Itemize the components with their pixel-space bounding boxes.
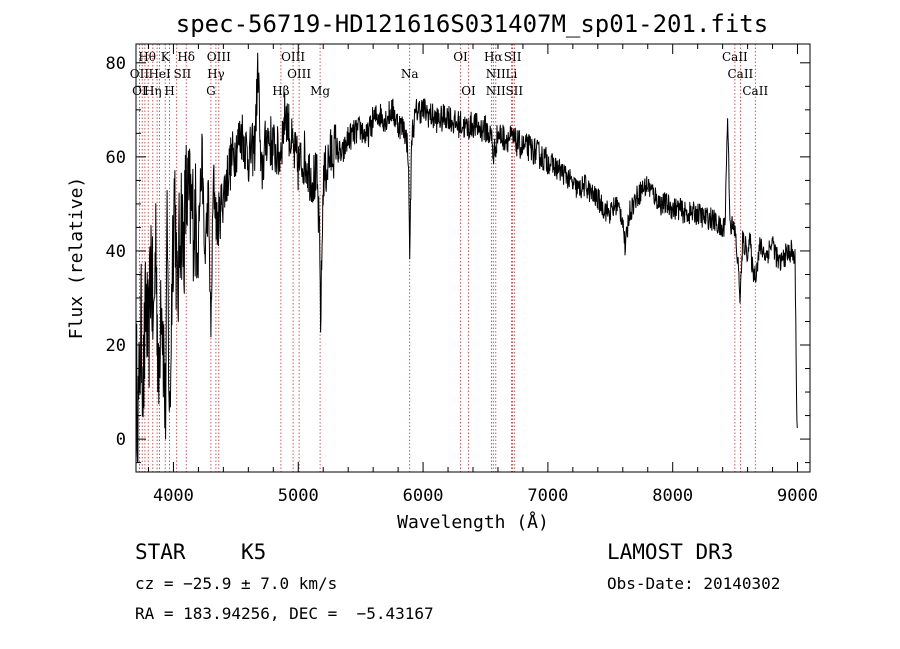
line-label: SII: [174, 67, 192, 81]
line-label: H: [164, 84, 174, 98]
y-tick-label: 40: [106, 242, 126, 262]
line-label: OII: [130, 67, 150, 81]
line-label: NII: [486, 84, 506, 98]
line-label: OIII: [207, 50, 231, 64]
observation-date: Obs-Date: 20140302: [607, 574, 781, 593]
line-label: CaII: [742, 84, 768, 98]
line-label: Hδ: [177, 50, 195, 64]
chart-title: spec-56719-HD121616S031407M_sp01-201.fit…: [176, 10, 768, 38]
line-label: Hγ: [207, 67, 225, 81]
x-tick-label: 6000: [403, 486, 444, 506]
x-tick-label: 8000: [652, 486, 693, 506]
line-label: Hθ: [138, 50, 156, 64]
y-tick-label: 0: [116, 430, 126, 450]
line-label: K: [161, 50, 171, 64]
redshift-velocity: cz = −25.9 ± 7.0 km/s: [135, 574, 338, 593]
line-label: Na: [401, 67, 419, 81]
x-tick-label: 9000: [777, 486, 818, 506]
spectrum-line: [135, 52, 798, 463]
spectral-subclass: K5: [241, 540, 267, 564]
line-label: SII: [504, 50, 522, 64]
line-label: Hη: [144, 84, 162, 98]
y-tick-label: 60: [106, 148, 126, 168]
line-label: Mg: [310, 84, 330, 98]
line-label: G: [206, 84, 216, 98]
coordinates: RA = 183.94256, DEC = −5.43167: [135, 604, 434, 623]
x-axis-label: Wavelength (Å): [397, 511, 549, 533]
plot-frame: [135, 43, 811, 473]
line-label: Li: [505, 67, 517, 81]
y-axis-label: Flux (relative): [66, 177, 87, 340]
line-label: SII: [505, 84, 523, 98]
line-label: OIII: [287, 67, 311, 81]
line-label: Hα: [484, 50, 503, 64]
line-label: CaII: [727, 67, 753, 81]
survey-name: LAMOST DR3: [607, 540, 734, 564]
line-label: OIII: [281, 50, 305, 64]
line-label: Hβ: [272, 84, 289, 98]
x-tick-label: 5000: [278, 486, 319, 506]
y-tick-label: 20: [106, 336, 126, 356]
line-label: CaII: [722, 50, 748, 64]
line-label: OI: [453, 50, 468, 64]
object-class: STAR: [135, 540, 186, 564]
line-label: NII: [486, 67, 506, 81]
y-tick-label: 80: [106, 54, 126, 74]
x-tick-label: 4000: [153, 486, 194, 506]
axis-ticks: 4000 5000 6000 7000 8000 9000 0 20 40 60 80: [106, 44, 818, 506]
emission-line-markers: [138, 44, 756, 472]
x-tick-label: 7000: [527, 486, 568, 506]
line-label: OI: [461, 84, 476, 98]
line-label: HeI: [148, 67, 171, 81]
